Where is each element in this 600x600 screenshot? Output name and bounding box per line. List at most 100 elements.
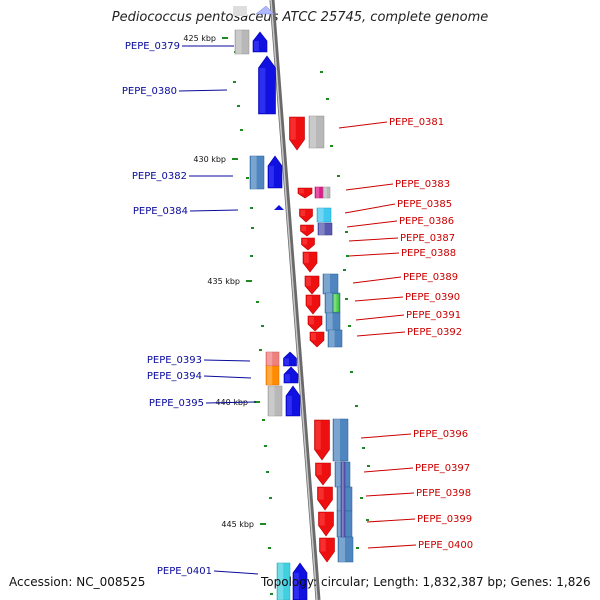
gene-PEPE_0389-shine xyxy=(306,277,311,286)
gene-PEPE_0387-shine xyxy=(302,239,308,245)
gene-box-0391-shine xyxy=(327,313,333,331)
leader-PEPE_0383 xyxy=(345,183,394,191)
gene-label-PEPE_0383[interactable]: PEPE_0383 xyxy=(395,179,450,190)
gene-PEPE_0380-shine xyxy=(259,67,266,113)
gene-box-0379-shine xyxy=(236,30,242,54)
gene-label-PEPE_0388[interactable]: PEPE_0388 xyxy=(401,248,456,259)
leader-PEPE_0388 xyxy=(348,252,400,257)
gene-box-0385-shine xyxy=(318,208,324,222)
gene-box-0396 xyxy=(332,418,349,462)
gene-box-0383a-shine xyxy=(316,187,320,198)
gene-PEPE_0388-shine xyxy=(304,253,309,263)
gene-label-PEPE_0393[interactable]: PEPE_0393 xyxy=(147,355,202,366)
gene-box-0383b xyxy=(322,186,331,199)
gene-PEPE_0386-shine xyxy=(301,226,307,232)
gene-box-0401-shine xyxy=(278,563,284,600)
leader-PEPE_0386 xyxy=(346,220,398,228)
genome-backbone xyxy=(269,0,321,600)
gene-PEPE_0401-shine xyxy=(294,572,299,599)
gene-PEPE_0396-shine xyxy=(315,421,321,450)
gene-box-purple-strip-shine xyxy=(342,462,344,537)
gene-PEPE_0398-shine xyxy=(318,488,324,500)
gene-label-PEPE_0399[interactable]: PEPE_0399 xyxy=(417,514,472,525)
gene-box-0381 xyxy=(308,115,325,149)
leader-PEPE_0397 xyxy=(363,467,414,473)
gene-label-PEPE_0387[interactable]: PEPE_0387 xyxy=(400,233,455,244)
gene-box-0394-shine xyxy=(267,366,273,385)
leader-PEPE_0395 xyxy=(205,401,257,404)
leader-PEPE_0394 xyxy=(203,375,252,379)
gene-PEPE_0381-shine xyxy=(290,118,296,140)
leader-PEPE_0381 xyxy=(338,121,388,129)
gene-PEPE_0394-shine xyxy=(285,374,290,382)
gene-box-0396-shine xyxy=(334,419,340,461)
gene-label-PEPE_0391[interactable]: PEPE_0391 xyxy=(406,310,461,321)
gene-box-0382-shine xyxy=(251,156,257,189)
gene-box-0400-shine xyxy=(339,537,345,562)
partial-feature xyxy=(255,5,275,15)
gene-PEPE_0393-shine xyxy=(284,358,290,365)
gene-label-PEPE_0401[interactable]: PEPE_0401 xyxy=(157,566,212,577)
gene-label-PEPE_0400[interactable]: PEPE_0400 xyxy=(418,540,473,551)
gene-PEPE_0399-shine xyxy=(319,513,325,526)
gene-label-PEPE_0390[interactable]: PEPE_0390 xyxy=(405,292,460,303)
gene-box-0397-shine xyxy=(336,462,342,487)
gene-label-PEPE_0384[interactable]: PEPE_0384 xyxy=(133,206,188,217)
gene-PEPE_0395-shine xyxy=(287,395,292,415)
scale-label: 445 kbp xyxy=(221,520,254,529)
gene-PEPE_0400-shine xyxy=(320,539,326,552)
gene-box-0392-shine xyxy=(329,330,335,347)
genome-backbone-highlight xyxy=(270,0,318,600)
gene-box-0381-shine xyxy=(310,116,316,148)
gene-label-PEPE_0395[interactable]: PEPE_0395 xyxy=(149,398,204,409)
gene-label-PEPE_0392[interactable]: PEPE_0392 xyxy=(407,327,462,338)
gene-label-PEPE_0379[interactable]: PEPE_0379 xyxy=(125,41,180,52)
gene-label-PEPE_0389[interactable]: PEPE_0389 xyxy=(403,272,458,283)
partial-box xyxy=(233,6,247,16)
leader-PEPE_0392 xyxy=(356,331,406,337)
gene-box-0386-shine xyxy=(319,223,325,235)
gene-PEPE_0390-shine xyxy=(307,296,312,306)
gene-label-PEPE_0380[interactable]: PEPE_0380 xyxy=(122,86,177,97)
gene-box-0393-shine xyxy=(267,352,273,366)
scale-label: 435 kbp xyxy=(207,277,240,286)
gene-box-0390b-shine xyxy=(334,294,337,312)
gene-box-0383b-shine xyxy=(324,187,327,198)
leader-PEPE_0396 xyxy=(360,433,412,439)
gene-PEPE_0382-shine xyxy=(269,165,274,187)
leader-PEPE_0398 xyxy=(365,492,415,497)
gene-box-0392 xyxy=(327,329,343,348)
gene-label-PEPE_0396[interactable]: PEPE_0396 xyxy=(413,429,468,440)
gene-box-0389-shine xyxy=(324,274,330,294)
topology-label: Topology: circular; Length: 1,832,387 bp… xyxy=(261,575,591,589)
leader-PEPE_0400 xyxy=(367,544,417,549)
scale-label: 430 kbp xyxy=(193,155,226,164)
gene-label-PEPE_0398[interactable]: PEPE_0398 xyxy=(416,488,471,499)
gene-label-PEPE_0385[interactable]: PEPE_0385 xyxy=(397,199,452,210)
gene-box-0390b xyxy=(332,293,340,313)
gene-label-PEPE_0381[interactable]: PEPE_0381 xyxy=(389,117,444,128)
gene-box-0400 xyxy=(337,536,354,563)
gene-box-0395-shine xyxy=(269,386,275,416)
gene-box-0394 xyxy=(265,365,280,386)
gene-box-0379 xyxy=(234,29,250,55)
gene-label-PEPE_0394[interactable]: PEPE_0394 xyxy=(147,371,202,382)
gene-PEPE_0379-shine xyxy=(254,41,259,51)
leader-PEPE_0393 xyxy=(203,359,251,362)
scale-label: 425 kbp xyxy=(183,34,216,43)
gene-box-purple-strip xyxy=(340,461,346,538)
gene-label-PEPE_0382[interactable]: PEPE_0382 xyxy=(132,171,187,182)
gene-label-PEPE_0386[interactable]: PEPE_0386 xyxy=(399,216,454,227)
gene-box-0395 xyxy=(267,385,283,417)
gene-box-0382 xyxy=(249,155,265,190)
gene-PEPE_0383-shine xyxy=(299,189,304,194)
leader-PEPE_0399 xyxy=(366,518,416,523)
leader-PEPE_0385 xyxy=(344,203,396,214)
leader-PEPE_0389 xyxy=(352,276,402,284)
gene-PEPE_0384[interactable] xyxy=(274,205,284,210)
leader-PEPE_0384 xyxy=(189,209,239,212)
gene-label-PEPE_0397[interactable]: PEPE_0397 xyxy=(415,463,470,474)
gene-PEPE_0397-shine xyxy=(316,464,322,476)
leader-PEPE_0391 xyxy=(355,314,405,321)
gene-PEPE_0385-shine xyxy=(300,210,306,217)
